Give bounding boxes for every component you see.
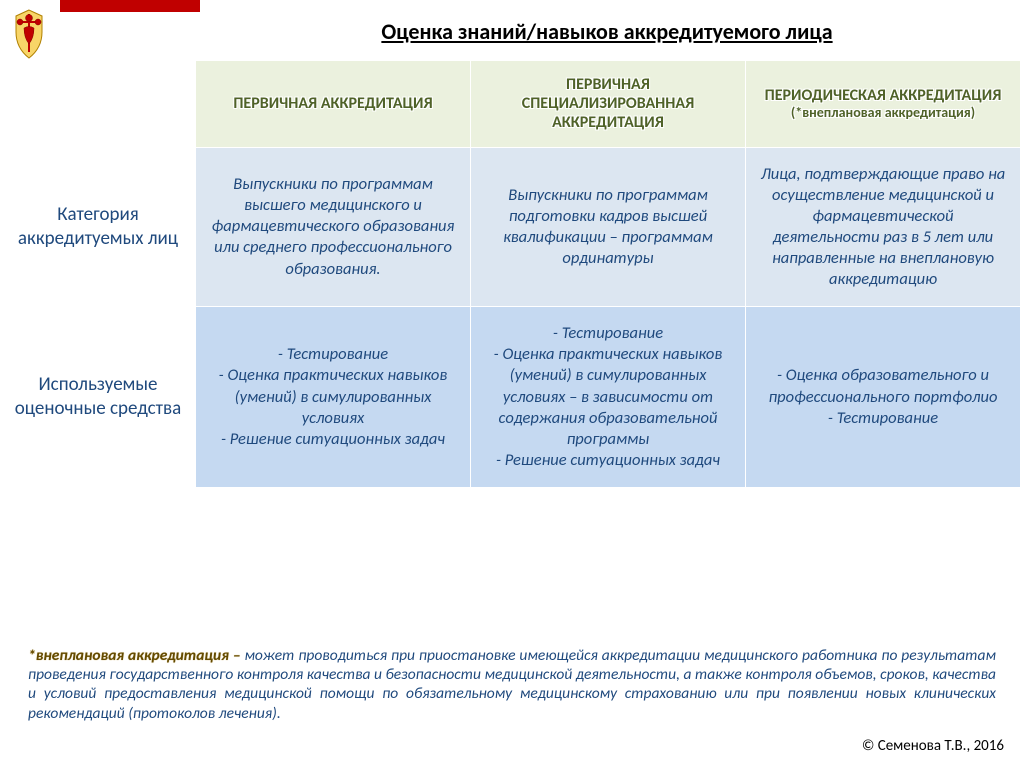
cell-r1c1: Выпускники по программам высшего медицин… [196,147,471,307]
col-header-2-line1: ПЕРВИЧНАЯ СПЕЦИАЛИЗИРОВАННАЯ АККРЕДИТАЦИ… [479,75,737,133]
col-header-2: ПЕРВИЧНАЯ СПЕЦИАЛИЗИРОВАННАЯ АККРЕДИТАЦИ… [471,61,746,148]
cell-r2c1: - Тестирование- Оценка практических навы… [196,307,471,488]
footnote: *внеплановая аккредитация – может провод… [28,646,996,724]
row-header-1: Категория аккредитуемых лиц [1,147,196,307]
cell-r2c3: - Оценка образовательного и профессионал… [746,307,1021,488]
comparison-table: ПЕРВИЧНАЯ АККРЕДИТАЦИЯ ПЕРВИЧНАЯ СПЕЦИАЛ… [0,60,1014,488]
page-title: Оценка знаний/навыков аккредитуемого лиц… [230,18,984,45]
cell-r1c3: Лица, подтверждающие право на осуществле… [746,147,1021,307]
table-row: Категория аккредитуемых лиц Выпускники п… [1,147,1021,307]
col-header-1-line1: ПЕРВИЧНАЯ АККРЕДИТАЦИЯ [204,94,462,113]
corner-cell [1,61,196,148]
col-header-1: ПЕРВИЧНАЯ АККРЕДИТАЦИЯ [196,61,471,148]
row-header-2: Используемые оценочные средства [1,307,196,488]
cell-r1c2: Выпускники по программам подготовки кадр… [471,147,746,307]
footnote-lead: *внеплановая аккредитация – [28,646,241,665]
col-header-3: ПЕРИОДИЧЕСКАЯ АККРЕДИТАЦИЯ (*внеплановая… [746,61,1021,148]
copyright: © Семенова Т.В., 2016 [862,737,1004,755]
emblem-icon [4,6,54,61]
table-header-row: ПЕРВИЧНАЯ АККРЕДИТАЦИЯ ПЕРВИЧНАЯ СПЕЦИАЛ… [1,61,1021,148]
col-header-3-line2: (*внеплановая аккредитация) [754,105,1012,122]
col-header-3-line1: ПЕРИОДИЧЕСКАЯ АККРЕДИТАЦИЯ [754,86,1012,105]
cell-r2c2: - Тестирование- Оценка практических навы… [471,307,746,488]
table-row: Используемые оценочные средства - Тестир… [1,307,1021,488]
accent-bar [60,0,200,12]
